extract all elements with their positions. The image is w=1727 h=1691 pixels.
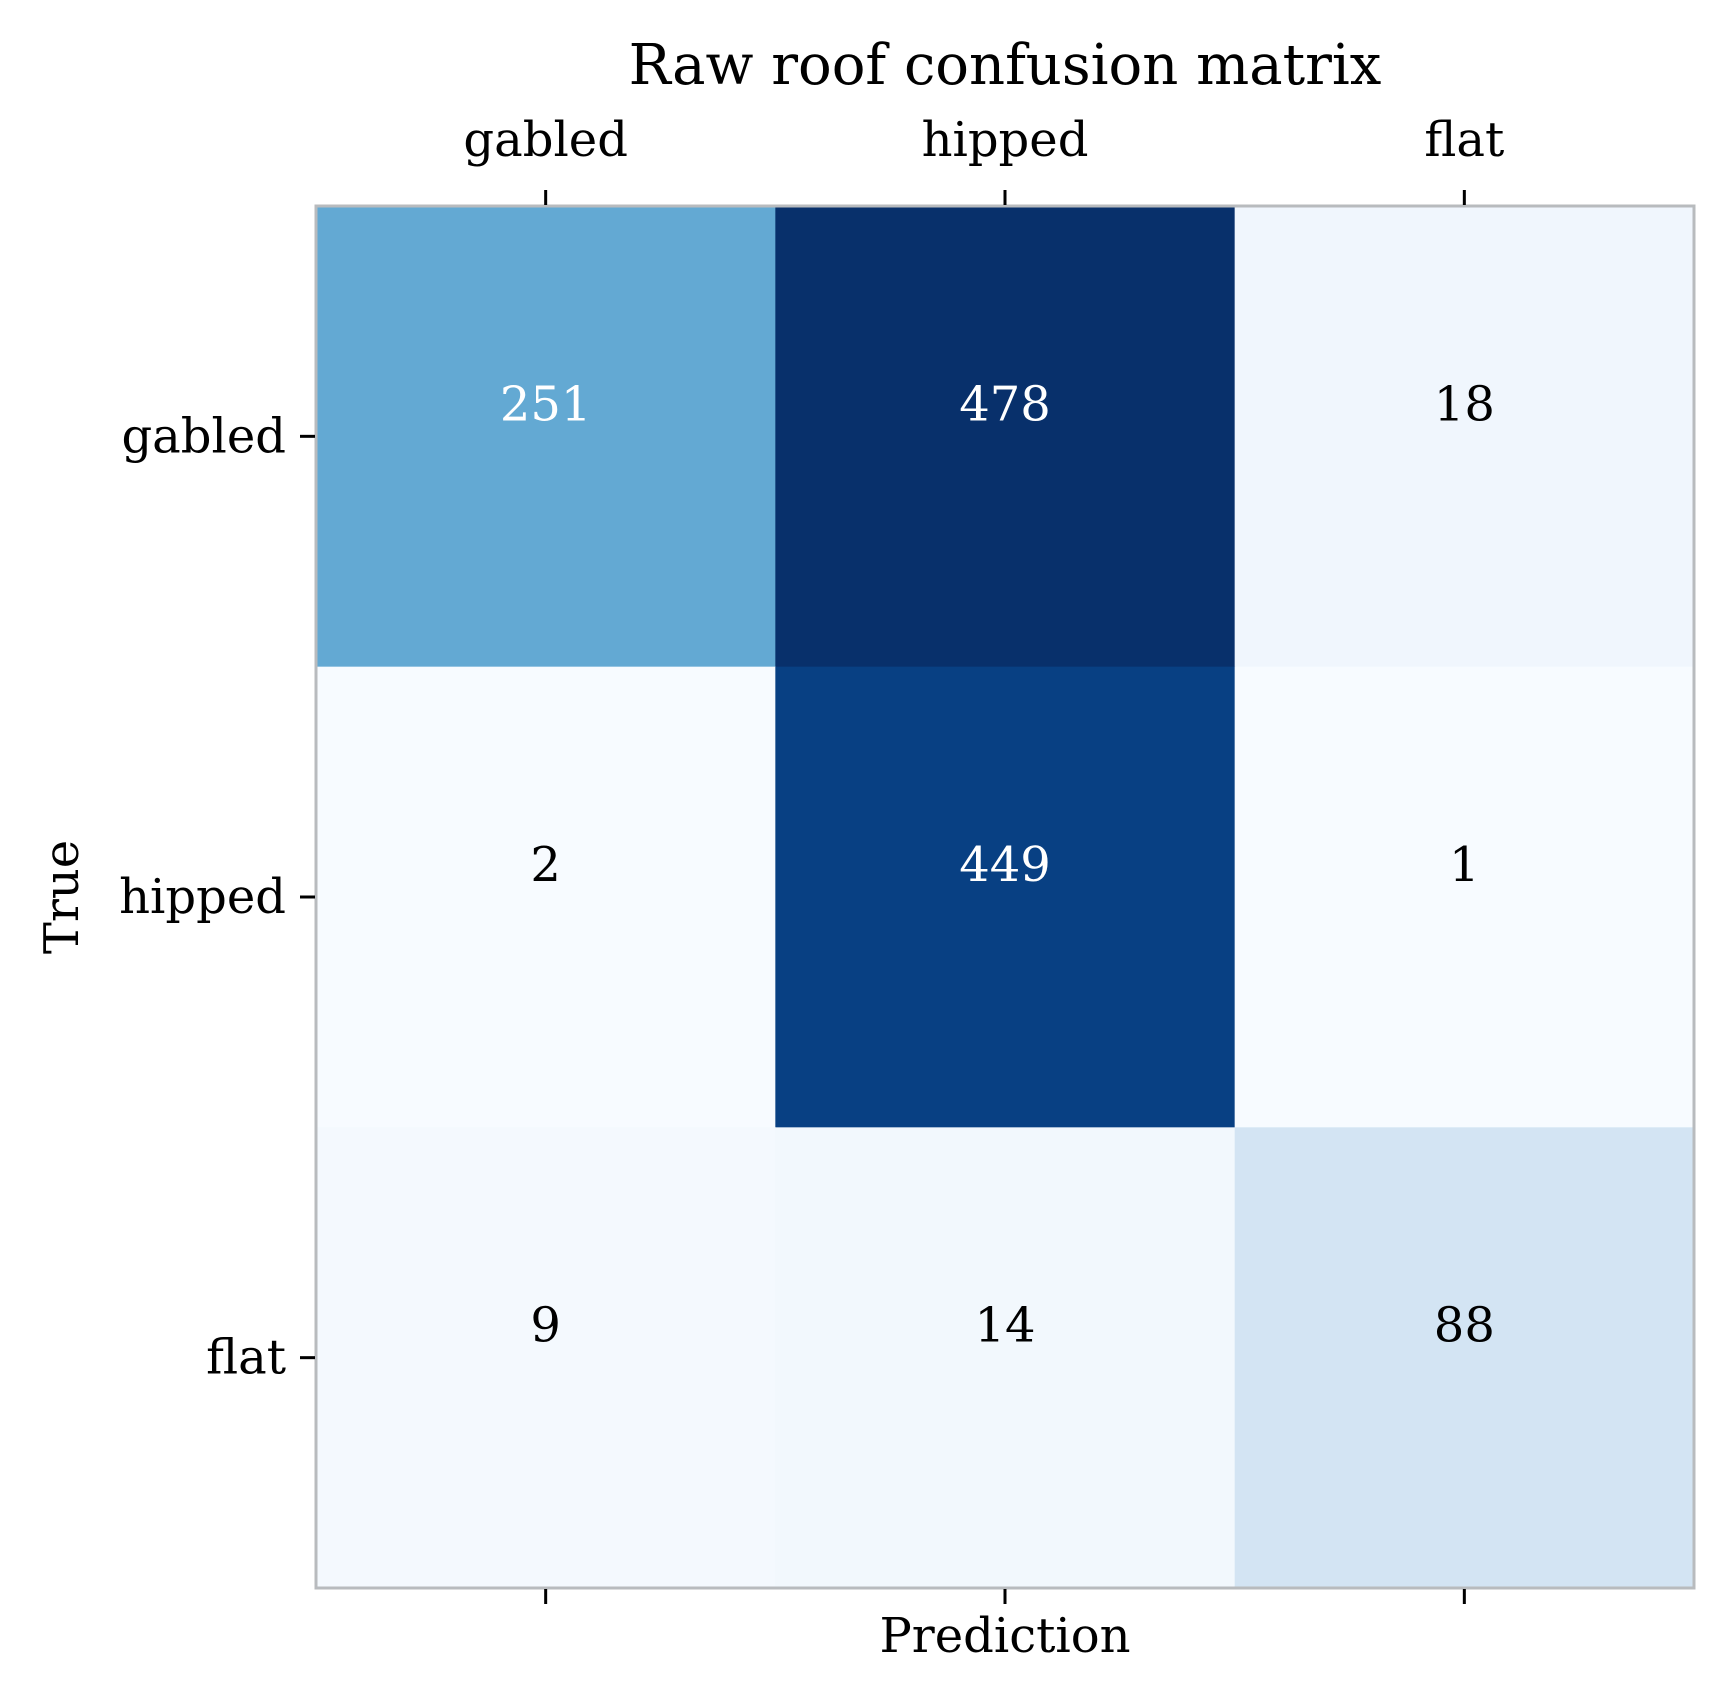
heatmap-cell [775,666,1236,1128]
cell-value-label: 251 [500,376,592,432]
heatmap-cell [775,206,1236,668]
cell-value-label: 14 [974,1298,1035,1354]
heatmap-cell [1234,206,1695,668]
x-tick-labels: gabled hipped flat [463,112,1504,205]
plot-frame [314,204,1696,1590]
cell-value-label: 88 [1434,1298,1495,1354]
x-tick-label: gabled [463,112,628,168]
heatmap-cell [1234,666,1695,1128]
heatmap-cell [1234,1127,1695,1589]
cell-value-labels: 251 478 18 2 449 1 9 14 88 [500,376,1495,1353]
x-tick-label: hipped [922,112,1089,168]
heatmap-cell [316,666,776,1128]
cell-value-label: 1 [1449,837,1480,893]
x-tick-label: flat [1424,112,1504,168]
x-bottom-ticks [544,1589,1466,1604]
y-tick-label: flat [206,1330,286,1386]
y-tick-label: hipped [119,869,286,925]
chart-title: Raw roof confusion matrix [629,33,1382,98]
heatmap-cell [316,206,776,668]
heatmap-cells [316,206,1695,1589]
cell-value-label: 478 [959,376,1051,432]
cell-value-label: 9 [530,1298,561,1354]
heatmap-cell [316,1127,776,1589]
y-tick-label: gabled [121,408,286,464]
x-axis-label: Prediction [879,1608,1130,1664]
y-axis-label: True [34,840,90,954]
cell-value-label: 449 [959,837,1051,893]
cell-value-label: 18 [1434,376,1495,432]
cell-value-label: 2 [530,837,561,893]
y-tick-labels: gabled hipped flat [119,408,315,1386]
heatmap-cell [775,1127,1236,1589]
